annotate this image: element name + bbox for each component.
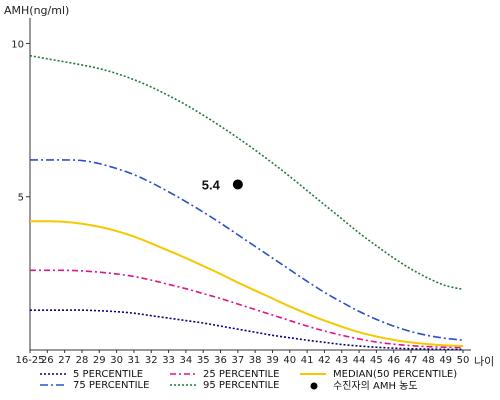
y-tick-label: 10: [11, 39, 24, 50]
x-tick-label: 30: [110, 355, 123, 366]
x-tick-label: 43: [335, 355, 348, 366]
x-tick-label: 29: [93, 355, 106, 366]
patient-marker: 5.4: [202, 177, 243, 192]
y-tick-label: 5: [18, 193, 24, 204]
series-line-25-percentile: [29, 269, 464, 349]
legend-label-patient-amh: 수진자의 AMH 농도: [333, 380, 418, 392]
x-tick-label: 48: [422, 355, 435, 366]
y-ticks: 5 10: [11, 39, 30, 204]
x-tick-label: 44: [353, 355, 366, 366]
x-tick-label: 26: [41, 355, 54, 366]
x-tick-label: 45: [370, 355, 383, 366]
x-tick-label: 31: [128, 355, 141, 366]
x-tick-label: 47: [405, 355, 418, 366]
y-axis-label: AMH(ng/ml): [4, 4, 69, 17]
patient-amh-point: [232, 179, 243, 190]
x-tick-label: 39: [266, 355, 279, 366]
x-tick-label: 46: [387, 355, 400, 366]
series-line-median: [29, 220, 464, 348]
series-lines: [29, 54, 464, 351]
patient-amh-label: 5.4: [202, 177, 221, 192]
legend-label-25-percentile: 25 PERCENTILE: [203, 369, 279, 380]
series-line-95-percentile: [29, 54, 464, 291]
series-line-75-percentile: [29, 159, 464, 341]
legend-label-5-percentile: 5 PERCENTILE: [73, 369, 143, 380]
x-tick-label: 34: [180, 355, 193, 366]
x-tick-label: 27: [58, 355, 71, 366]
x-tick-label: 38: [249, 355, 262, 366]
x-tick-label: 41: [301, 355, 314, 366]
x-tick-label: 49: [439, 355, 452, 366]
legend-swatch-patient-amh: [310, 382, 318, 390]
legend-label-95-percentile: 95 PERCENTILE: [203, 380, 279, 391]
legend-label-median: MEDIAN(50 PERCENTILE): [333, 369, 457, 380]
x-tick-label: 37: [231, 355, 244, 366]
x-tick-label: 36: [214, 355, 227, 366]
x-tick-label: 16-25: [15, 355, 44, 366]
x-tick-label: 32: [145, 355, 158, 366]
x-tick-label: 50: [457, 355, 470, 366]
x-tick-label: 35: [197, 355, 210, 366]
x-tick-label: 40: [283, 355, 296, 366]
axes: [29, 18, 471, 351]
legend-label-75-percentile: 75 PERCENTILE: [73, 380, 149, 391]
x-axis-unit: 나이: [474, 355, 494, 368]
x-tick-label: 33: [162, 355, 175, 366]
x-tick-label: 28: [76, 355, 89, 366]
x-tick-label: 42: [318, 355, 331, 366]
series-line-5-percentile: [29, 309, 464, 351]
